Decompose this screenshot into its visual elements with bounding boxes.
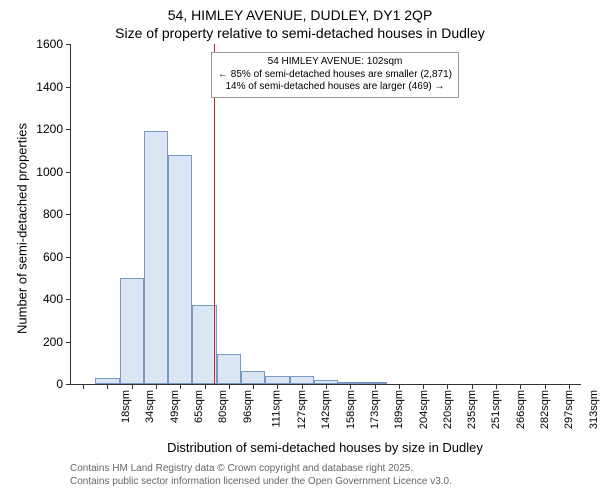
x-tick-mark [302,384,303,389]
x-tick-label: 34sqm [144,390,156,423]
x-tick-label: 111sqm [270,390,282,428]
y-tick-mark [66,384,71,385]
histogram-bar [120,278,144,384]
x-tick-label: 266sqm [515,390,527,429]
annotation-box: 54 HIMLEY AVENUE: 102sqm← 85% of semi-de… [211,52,459,98]
x-tick-label: 127sqm [296,390,308,429]
x-tick-label: 142sqm [321,390,333,429]
x-tick-label: 158sqm [345,390,357,429]
x-tick-label: 65sqm [193,390,205,423]
footer-line-2: Contains public sector information licen… [70,475,452,488]
x-tick-label: 235sqm [466,390,478,429]
y-tick-label: 1000 [36,165,63,179]
title-line-1: 54, HIMLEY AVENUE, DUDLEY, DY1 2QP [0,6,600,24]
annotation-line-1: 54 HIMLEY AVENUE: 102sqm [218,56,452,69]
title-line-2: Size of property relative to semi-detach… [0,24,600,42]
x-tick-mark [156,384,157,389]
chart-container: 54, HIMLEY AVENUE, DUDLEY, DY1 2QP Size … [0,0,600,500]
x-tick-label: 49sqm [169,390,181,423]
y-tick-mark [66,342,71,343]
y-tick-mark [66,257,71,258]
x-tick-mark [229,384,230,389]
y-tick-mark [66,44,71,45]
x-tick-mark [375,384,376,389]
y-tick-label: 1600 [36,37,63,51]
x-tick-mark [83,384,84,389]
x-tick-mark [205,384,206,389]
y-tick-mark [66,87,71,88]
y-tick-label: 600 [43,250,63,264]
x-tick-label: 96sqm [242,390,254,423]
x-tick-mark [447,384,448,389]
x-tick-mark [253,384,254,389]
x-tick-label: 80sqm [217,390,229,423]
histogram-bar [241,371,265,384]
x-tick-mark [472,384,473,389]
x-tick-label: 220sqm [442,390,454,429]
x-tick-label: 173sqm [369,390,381,429]
y-tick-mark [66,172,71,173]
histogram-bar [192,305,216,384]
x-tick-label: 204sqm [418,390,430,429]
x-tick-mark [180,384,181,389]
footer-line-1: Contains HM Land Registry data © Crown c… [70,462,452,475]
x-tick-label: 313sqm [588,390,600,429]
histogram-bar [290,376,314,385]
x-tick-mark [520,384,521,389]
x-tick-mark [326,384,327,389]
x-tick-mark [496,384,497,389]
x-tick-mark [277,384,278,389]
x-tick-label: 251sqm [491,390,503,429]
y-tick-label: 1400 [36,80,63,94]
x-tick-mark [350,384,351,389]
y-axis-label: Number of semi-detached properties [15,123,30,334]
x-axis-label: Distribution of semi-detached houses by … [70,440,580,455]
x-tick-label: 297sqm [563,390,575,429]
plot-area: 0200400600800100012001400160018sqm34sqm4… [70,44,581,385]
histogram-bar [144,131,168,384]
y-tick-label: 0 [56,377,63,391]
x-tick-mark [545,384,546,389]
y-tick-label: 200 [43,335,63,349]
y-tick-label: 1200 [36,122,63,136]
x-tick-label: 18sqm [120,390,132,423]
x-tick-label: 282sqm [539,390,551,429]
annotation-line-2: ← 85% of semi-detached houses are smalle… [218,69,452,82]
x-tick-label: 189sqm [393,390,405,429]
histogram-bar [217,354,241,384]
x-tick-mark [569,384,570,389]
x-tick-mark [423,384,424,389]
footer-attribution: Contains HM Land Registry data © Crown c… [70,462,452,488]
y-tick-mark [66,214,71,215]
annotation-line-3: 14% of semi-detached houses are larger (… [218,81,452,94]
x-tick-mark [107,384,108,389]
histogram-bar [265,376,289,385]
y-tick-mark [66,129,71,130]
histogram-bar [168,155,192,385]
x-tick-mark [399,384,400,389]
y-tick-label: 400 [43,292,63,306]
x-tick-mark [132,384,133,389]
y-tick-mark [66,299,71,300]
title-block: 54, HIMLEY AVENUE, DUDLEY, DY1 2QP Size … [0,0,600,42]
y-tick-label: 800 [43,207,63,221]
